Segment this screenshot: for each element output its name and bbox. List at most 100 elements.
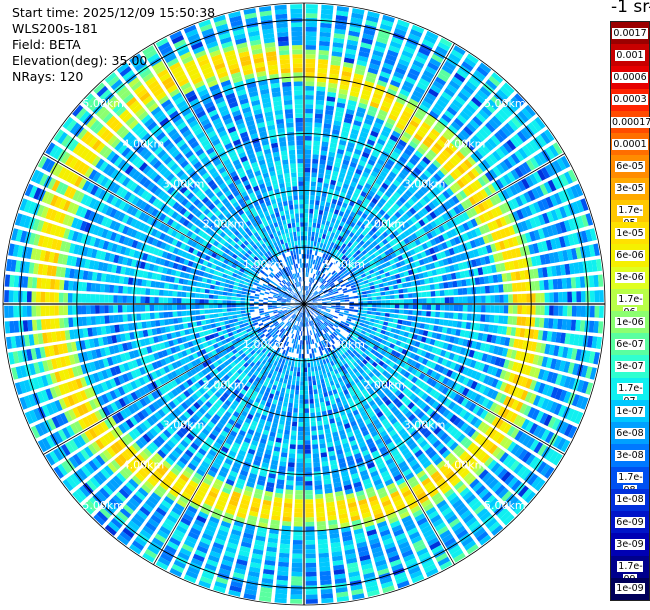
range-gate: [418, 228, 426, 236]
range-gate: [373, 280, 379, 285]
range-gate: [420, 173, 429, 182]
range-gate: [428, 201, 436, 210]
range-gate: [316, 309, 321, 312]
range-gate: [428, 353, 436, 361]
range-gate: [429, 388, 437, 397]
range-gate: [318, 59, 329, 65]
range-gate: [402, 489, 412, 498]
range-gate: [557, 250, 564, 262]
range-gate: [312, 352, 315, 358]
range-gate: [543, 318, 549, 329]
range-gate: [474, 277, 481, 285]
range-gate: [406, 218, 414, 226]
range-gate: [515, 271, 521, 281]
range-gate: [340, 168, 347, 175]
range-gate: [477, 147, 487, 158]
range-gate: [481, 472, 492, 483]
range-gate: [386, 158, 395, 167]
range-gate: [393, 473, 403, 482]
range-gate: [542, 226, 550, 238]
range-gate: [345, 320, 351, 324]
range-gate: [435, 268, 442, 275]
range-gate: [312, 278, 315, 284]
range-gate: [313, 291, 318, 295]
range-gate: [359, 341, 365, 347]
range-gate: [299, 390, 304, 395]
range-gate: [400, 485, 410, 494]
range-gate: [394, 309, 400, 314]
range-gate: [412, 292, 418, 298]
range-gate: [308, 305, 313, 308]
range-gate: [527, 189, 536, 201]
range-gate: [311, 231, 315, 237]
range-gate: [309, 353, 313, 359]
range-gate: [495, 147, 506, 159]
range-gate: [433, 142, 443, 152]
range-gate: [397, 481, 408, 490]
range-gate: [418, 219, 426, 227]
range-gate: [416, 82, 428, 91]
range-gate: [407, 72, 419, 81]
range-gate: [378, 283, 384, 288]
range-gate: [304, 417, 310, 423]
range-gate: [385, 365, 392, 373]
range-gate: [305, 485, 313, 491]
range-gate: [316, 86, 326, 92]
range-gate: [332, 237, 337, 244]
range-gate: [380, 273, 386, 279]
range-gate: [398, 444, 408, 452]
range-gate: [467, 442, 477, 452]
range-gate: [325, 105, 335, 111]
range-gate: [424, 352, 431, 359]
range-gate: [349, 364, 356, 370]
range-gate: [435, 297, 441, 304]
range-gate: [318, 369, 323, 375]
range-gate: [283, 434, 290, 440]
range-gate: [381, 300, 386, 304]
range-gate: [340, 206, 346, 213]
range-gate: [465, 141, 476, 151]
range-gate: [448, 352, 455, 361]
range-gate: [304, 390, 309, 395]
range-gate: [318, 50, 329, 56]
range-gate: [569, 333, 575, 345]
range-gate: [405, 189, 413, 198]
range-gate: [408, 299, 413, 304]
range-gate: [348, 166, 356, 173]
range-gate: [367, 378, 374, 385]
range-gate: [495, 218, 503, 228]
range-gate: [305, 594, 318, 600]
range-gate: [335, 229, 341, 235]
range-gate: [321, 298, 327, 301]
range-gate: [444, 289, 450, 296]
range-gate: [367, 223, 374, 230]
range-gate: [416, 399, 424, 407]
range-gate: [348, 341, 354, 347]
range-gate: [342, 122, 352, 129]
range-gate: [522, 161, 532, 174]
range-gate: [324, 333, 328, 339]
range-gate: [332, 194, 339, 201]
range-gate: [311, 167, 318, 173]
range-gate: [507, 99, 519, 112]
range-gate: [362, 429, 370, 437]
range-gate: [488, 118, 499, 130]
range-gate: [414, 513, 426, 522]
range-gate: [289, 370, 293, 376]
range-gate: [333, 260, 339, 265]
range-gate: [508, 294, 513, 303]
range-gate: [327, 272, 332, 277]
range-gate: [287, 407, 293, 413]
range-gate: [325, 294, 330, 297]
range-gate: [346, 259, 351, 265]
range-gate: [504, 474, 515, 486]
range-gate: [304, 385, 308, 391]
range-gate: [330, 64, 341, 71]
range-gate: [525, 420, 534, 433]
range-gate: [531, 119, 542, 132]
range-gate: [442, 131, 452, 141]
range-gate: [343, 369, 349, 375]
range-gate: [319, 374, 324, 380]
range-gate: [445, 187, 454, 197]
range-gate: [481, 174, 490, 185]
